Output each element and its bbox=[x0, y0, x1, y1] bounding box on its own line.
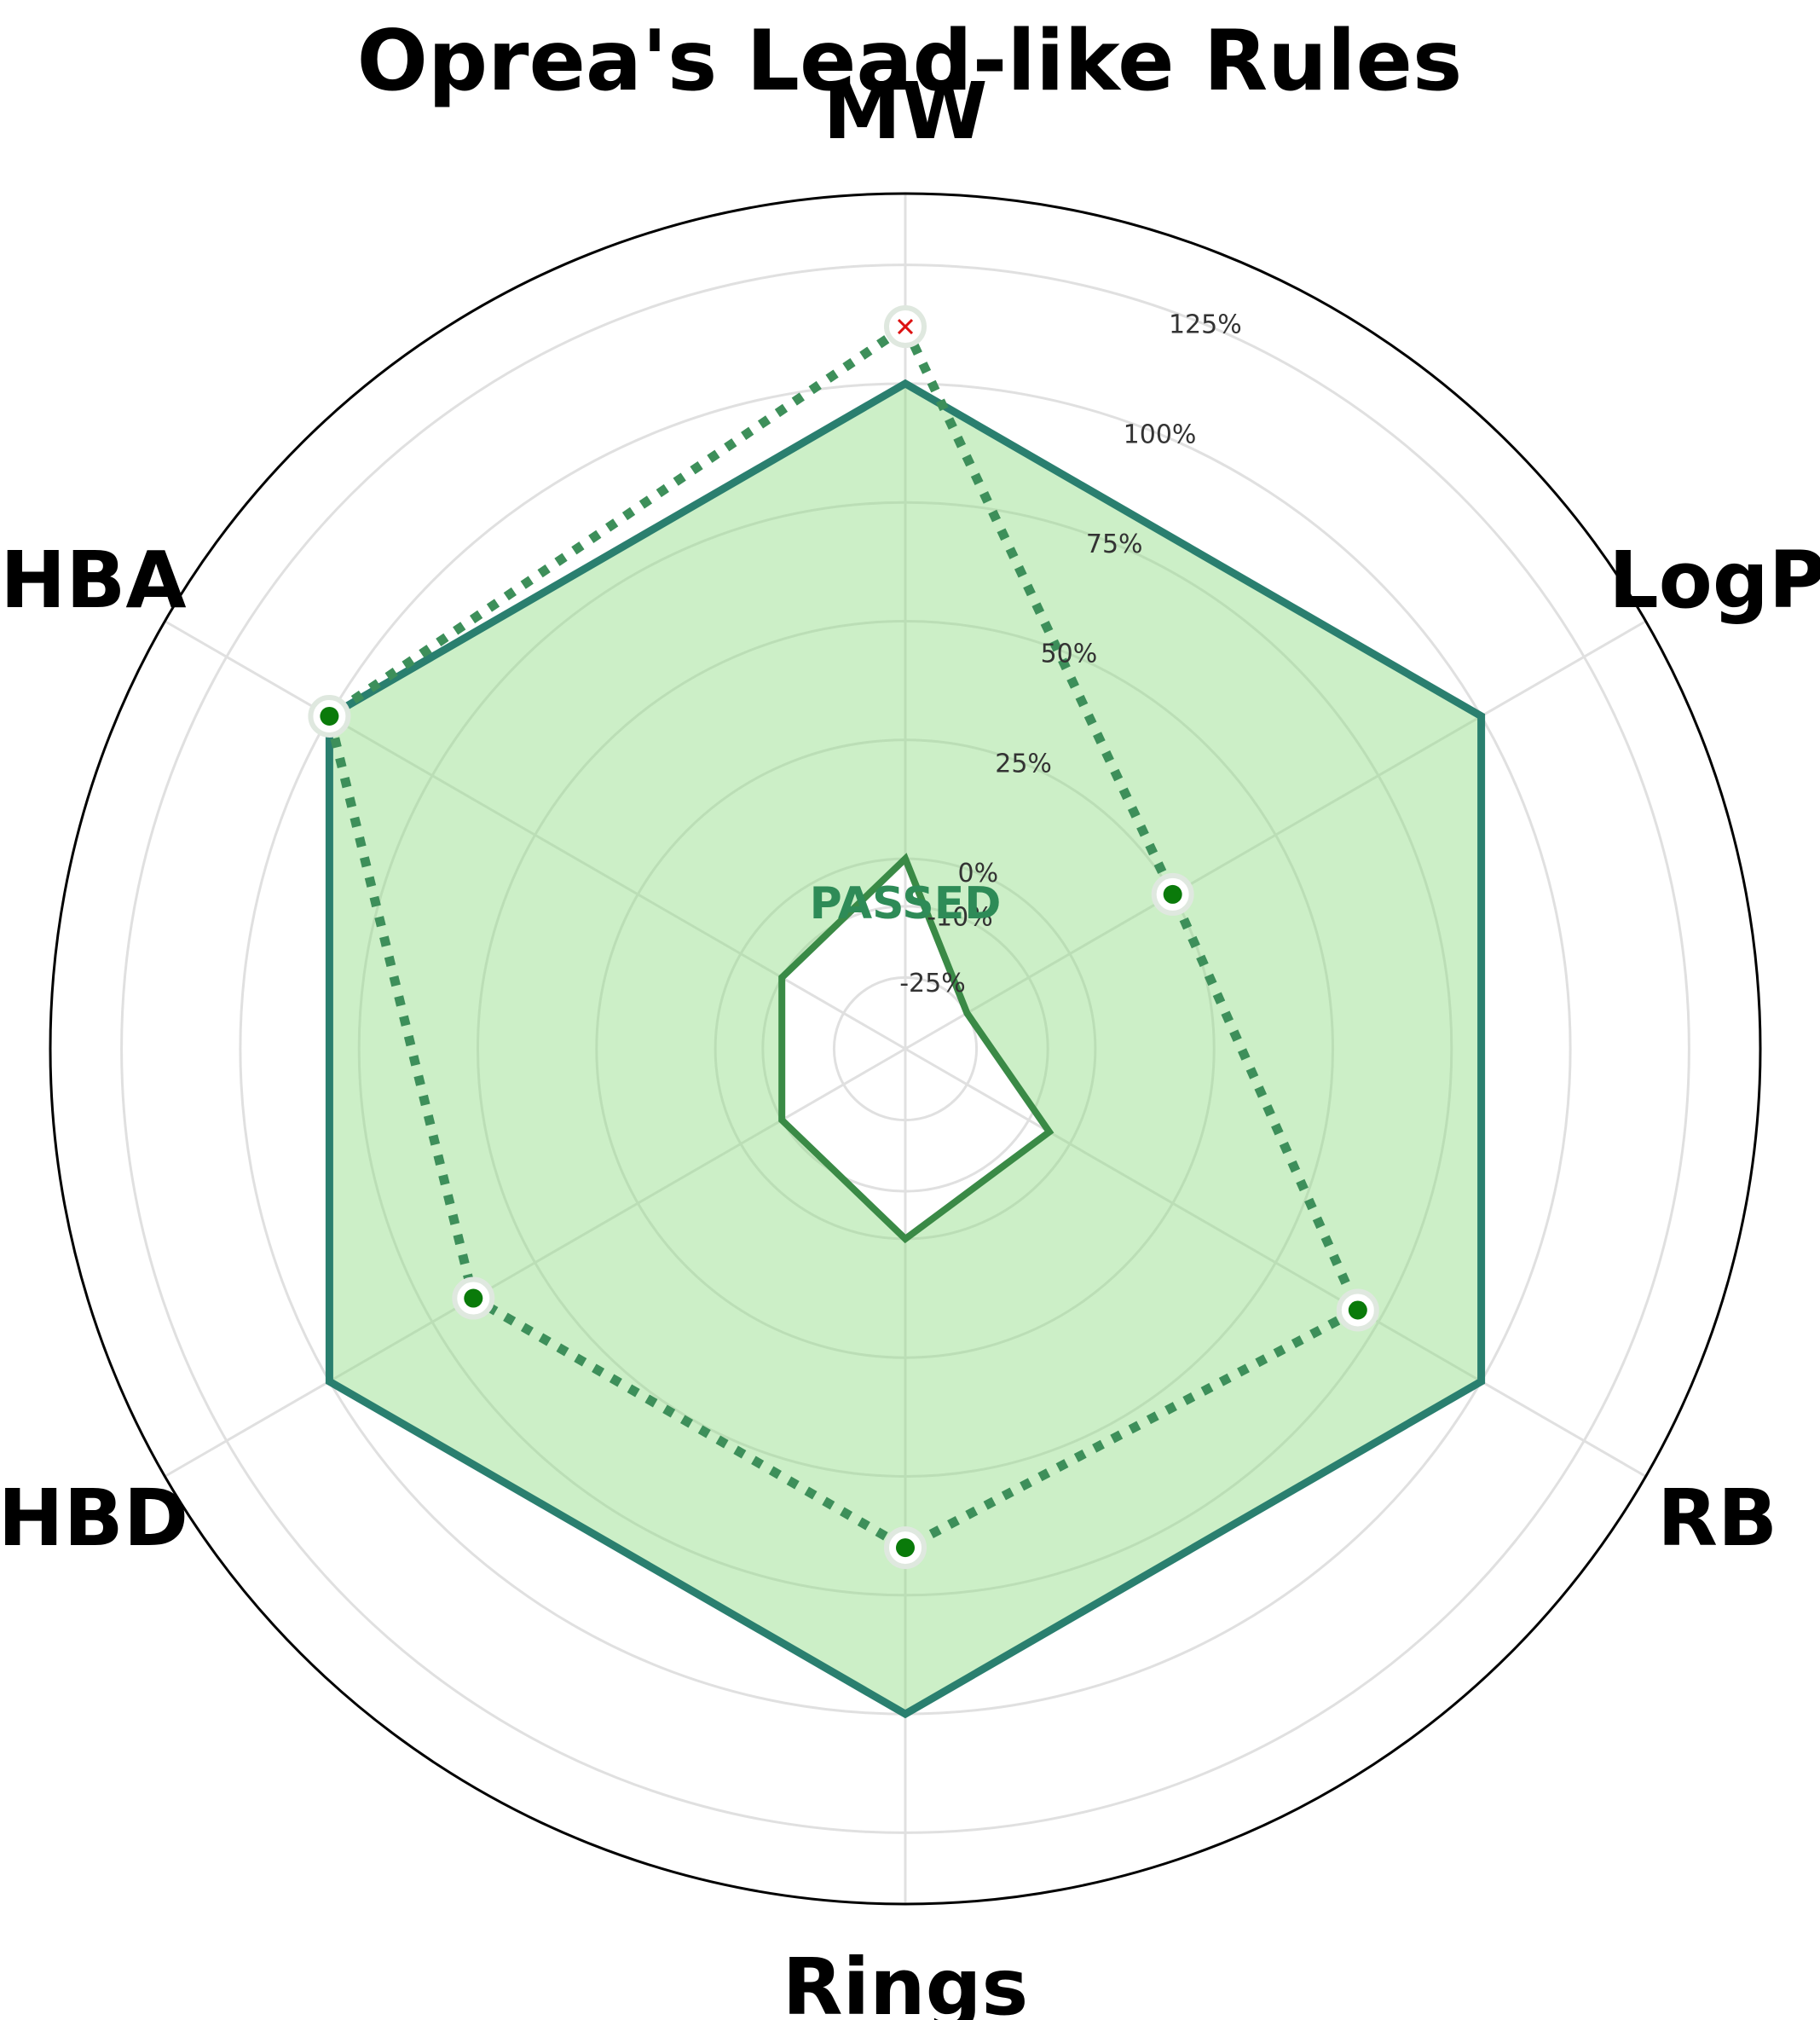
chart-title: Oprea's Lead-like Rules bbox=[357, 13, 1463, 110]
pass-dot bbox=[320, 706, 339, 726]
radial-tick-label: 0% bbox=[957, 859, 998, 888]
grid-layer bbox=[49, 192, 1762, 1906]
axis-label-rings: Rings bbox=[783, 1942, 1029, 2020]
radial-tick-label: 75% bbox=[1086, 530, 1143, 559]
spoke-rb bbox=[904, 1047, 1647, 1478]
fail-mark bbox=[897, 318, 914, 335]
radial-tick-label: -10% bbox=[927, 903, 993, 933]
point-hbd bbox=[452, 1276, 495, 1320]
axis-label-hba: HBA bbox=[0, 535, 186, 626]
marker-layer bbox=[308, 305, 1379, 1570]
radial-tick-label: 25% bbox=[995, 749, 1052, 778]
radial-tick-label: 100% bbox=[1124, 420, 1197, 449]
outer-frame bbox=[49, 192, 1762, 1906]
point-hba bbox=[308, 694, 351, 738]
axis-label-hbd: HBD bbox=[0, 1473, 188, 1564]
label-layer: MW LogP RB Rings HBD HBA bbox=[0, 66, 1820, 2020]
pass-dot bbox=[896, 1538, 915, 1558]
point-rings bbox=[884, 1526, 927, 1570]
point-logp bbox=[1151, 872, 1194, 916]
point-rb bbox=[1336, 1288, 1379, 1332]
radial-tick-label: 50% bbox=[1041, 640, 1098, 669]
lower-limit-line bbox=[778, 853, 1054, 1244]
axis-label-logp: LogP bbox=[1609, 535, 1820, 626]
radial-tick-label: 125% bbox=[1169, 310, 1242, 340]
axis-label-mw: MW bbox=[823, 66, 987, 157]
point-mw bbox=[884, 305, 927, 349]
axis-label-rb: RB bbox=[1657, 1473, 1777, 1564]
pass-dot bbox=[1163, 884, 1182, 904]
status-label: PASSED bbox=[810, 878, 1002, 929]
pass-dot bbox=[464, 1288, 483, 1308]
pass-dot bbox=[1348, 1300, 1367, 1320]
tick-layer: -25% -10% 0% 25% 50% 75% 100% 125% bbox=[899, 310, 1242, 998]
spoke-logp bbox=[904, 620, 1647, 1051]
radial-tick-label: -25% bbox=[899, 969, 966, 998]
